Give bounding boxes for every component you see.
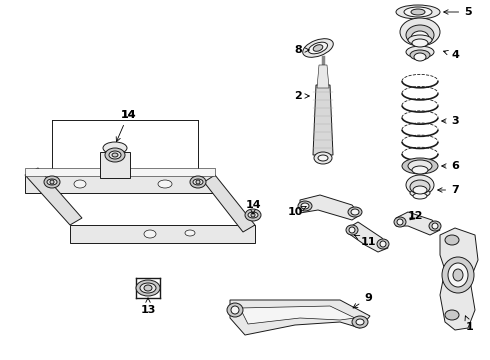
Ellipse shape	[112, 153, 118, 157]
Polygon shape	[240, 306, 355, 324]
Ellipse shape	[448, 263, 468, 287]
Polygon shape	[100, 152, 130, 178]
Ellipse shape	[408, 160, 432, 172]
Ellipse shape	[414, 53, 426, 61]
Ellipse shape	[144, 285, 152, 291]
Ellipse shape	[109, 151, 121, 159]
Ellipse shape	[251, 213, 255, 217]
Ellipse shape	[313, 45, 323, 51]
Polygon shape	[25, 168, 82, 225]
Text: 4: 4	[443, 50, 459, 60]
Text: 11: 11	[355, 235, 376, 247]
Ellipse shape	[44, 176, 60, 188]
Polygon shape	[25, 175, 215, 193]
Ellipse shape	[158, 180, 172, 188]
Ellipse shape	[394, 217, 406, 227]
Text: 2: 2	[294, 91, 309, 101]
Ellipse shape	[410, 189, 430, 197]
Ellipse shape	[406, 46, 434, 58]
Ellipse shape	[413, 193, 427, 199]
Ellipse shape	[411, 31, 429, 45]
Text: 9: 9	[353, 293, 372, 308]
Text: 12: 12	[407, 211, 423, 221]
Text: 14: 14	[116, 110, 136, 141]
Ellipse shape	[227, 303, 243, 317]
Ellipse shape	[346, 225, 358, 235]
Polygon shape	[70, 225, 255, 243]
Ellipse shape	[196, 180, 200, 184]
Ellipse shape	[396, 5, 440, 19]
Ellipse shape	[406, 25, 434, 45]
Text: 14: 14	[245, 200, 261, 214]
Ellipse shape	[136, 280, 160, 296]
Ellipse shape	[400, 18, 440, 46]
Polygon shape	[300, 195, 360, 220]
Text: 7: 7	[438, 185, 459, 195]
Ellipse shape	[190, 176, 206, 188]
Ellipse shape	[105, 148, 125, 162]
Polygon shape	[230, 300, 370, 335]
Ellipse shape	[352, 316, 368, 328]
Text: 14: 14	[120, 110, 136, 120]
Ellipse shape	[445, 235, 459, 245]
Ellipse shape	[402, 158, 438, 174]
Ellipse shape	[351, 209, 359, 215]
Text: 1: 1	[465, 316, 474, 332]
Text: 3: 3	[441, 116, 459, 126]
Ellipse shape	[453, 269, 463, 281]
Ellipse shape	[50, 180, 54, 184]
Polygon shape	[313, 85, 333, 155]
Ellipse shape	[349, 227, 355, 233]
Polygon shape	[25, 168, 215, 176]
Ellipse shape	[231, 306, 239, 314]
Ellipse shape	[103, 142, 127, 154]
Ellipse shape	[442, 257, 474, 293]
Ellipse shape	[380, 241, 386, 247]
Polygon shape	[204, 175, 255, 232]
Ellipse shape	[318, 155, 328, 161]
Polygon shape	[440, 228, 478, 330]
Polygon shape	[396, 212, 440, 235]
Ellipse shape	[406, 175, 434, 195]
Ellipse shape	[413, 186, 427, 194]
Polygon shape	[317, 65, 329, 88]
Ellipse shape	[298, 201, 312, 211]
Ellipse shape	[412, 39, 428, 47]
Ellipse shape	[303, 39, 333, 57]
Ellipse shape	[411, 9, 425, 15]
Ellipse shape	[348, 207, 362, 217]
Ellipse shape	[432, 223, 438, 229]
Ellipse shape	[308, 42, 327, 54]
Ellipse shape	[314, 152, 332, 164]
Ellipse shape	[445, 310, 459, 320]
Ellipse shape	[356, 319, 364, 325]
Ellipse shape	[397, 219, 403, 225]
Text: 6: 6	[441, 161, 459, 171]
Ellipse shape	[404, 7, 432, 17]
Text: 5: 5	[444, 7, 472, 17]
Ellipse shape	[408, 35, 432, 45]
Ellipse shape	[144, 230, 156, 238]
Ellipse shape	[301, 203, 309, 209]
Ellipse shape	[47, 179, 57, 185]
Ellipse shape	[410, 50, 430, 60]
Text: 13: 13	[140, 298, 156, 315]
Ellipse shape	[140, 283, 156, 293]
Ellipse shape	[74, 180, 86, 188]
Ellipse shape	[185, 230, 195, 236]
Ellipse shape	[245, 209, 261, 221]
Ellipse shape	[193, 179, 203, 185]
Ellipse shape	[248, 212, 258, 218]
Text: 8: 8	[294, 45, 309, 55]
Ellipse shape	[377, 239, 389, 249]
Text: 10: 10	[287, 206, 306, 217]
Polygon shape	[348, 222, 388, 252]
Ellipse shape	[429, 221, 441, 231]
Ellipse shape	[412, 166, 428, 174]
Ellipse shape	[410, 180, 430, 194]
